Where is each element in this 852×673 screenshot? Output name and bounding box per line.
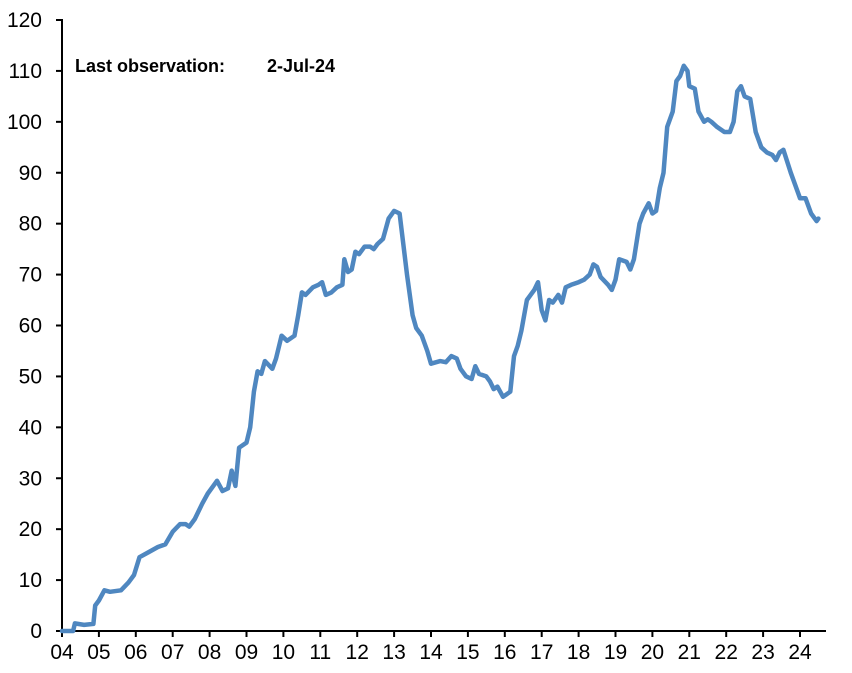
x-tick-label: 24 — [788, 641, 812, 664]
y-tick-label: 110 — [9, 60, 42, 83]
x-tick-label: 08 — [198, 641, 221, 664]
annotation-value: 2-Jul-24 — [267, 56, 335, 76]
y-tick-label: 0 — [30, 620, 42, 643]
y-tick-label: 20 — [19, 518, 42, 541]
y-tick-label: 70 — [19, 264, 42, 287]
x-tick-label: 19 — [604, 641, 627, 664]
x-tick-label: 15 — [456, 641, 479, 664]
y-tick-label: 60 — [19, 315, 42, 338]
y-tick-label: 120 — [7, 9, 42, 32]
y-tick-label: 10 — [19, 569, 42, 592]
x-tick-label: 10 — [272, 641, 295, 664]
x-tick-label: 07 — [161, 641, 184, 664]
x-tick-label: 11 — [309, 641, 331, 664]
y-tick-label: 40 — [19, 416, 42, 439]
x-tick-label: 14 — [419, 641, 443, 664]
x-axis: 04 05 06 07 08 09 10 11 12 13 14 15 16 17 18 19 20 21 22 23… — [50, 630, 826, 664]
y-tick-label: 100 — [7, 111, 42, 134]
y-tick-label: 80 — [19, 213, 42, 236]
y-tick-label: 90 — [19, 162, 42, 185]
series-line — [59, 63, 821, 634]
x-tick-label: 17 — [530, 641, 553, 664]
x-tick-label: 04 — [50, 641, 74, 664]
x-tick-label: 13 — [382, 641, 405, 664]
x-tick-label: 21 — [678, 641, 701, 664]
x-tick-label: 12 — [346, 641, 369, 664]
x-tick-label: 16 — [493, 641, 516, 664]
x-tick-label: 23 — [751, 641, 774, 664]
x-tick-label: 22 — [715, 641, 738, 664]
y-axis: 0 10 20 30 40 50 60 70 80 90 100 110 120 — [7, 9, 63, 643]
x-tick-label: 09 — [235, 641, 258, 664]
y-tick-label: 50 — [19, 365, 42, 388]
x-tick-label: 20 — [641, 641, 664, 664]
y-tick-label: 30 — [19, 467, 42, 490]
x-tick-label: 05 — [87, 641, 110, 664]
annotation-label: Last observation: — [75, 56, 225, 76]
x-tick-label: 06 — [124, 641, 147, 664]
x-tick-label: 18 — [567, 641, 590, 664]
